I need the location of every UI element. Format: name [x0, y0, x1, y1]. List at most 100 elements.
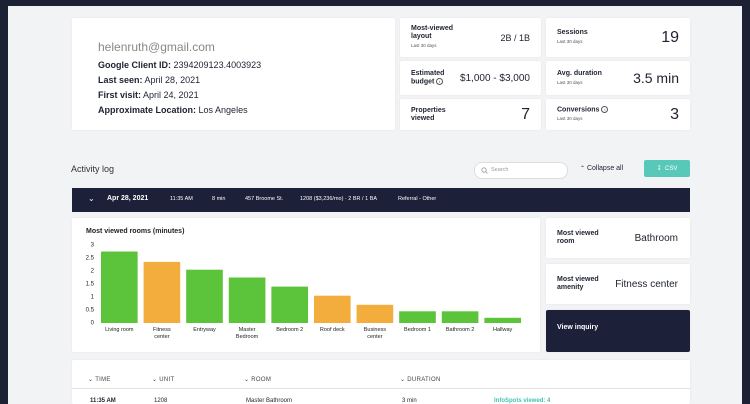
table-cell: 11:35 AM — [90, 398, 116, 404]
stat-name: Avg. duration — [557, 69, 602, 77]
bar — [399, 311, 436, 323]
column-title: UNIT — [159, 377, 175, 383]
y-tick-label: 0 — [91, 321, 95, 327]
sidebar-card: Most viewed amenity Fitness center — [546, 264, 690, 304]
y-tick-label: 0.5 — [86, 308, 95, 314]
sidebar-label: Most viewed amenity — [557, 276, 599, 291]
sidebar-card: Most viewed room Bathroom — [546, 218, 690, 258]
column-title: TIME — [95, 377, 111, 383]
table-cell: 1208 — [154, 398, 168, 404]
table-card — [72, 360, 690, 404]
y-tick-label: 3 — [91, 243, 95, 249]
stat-name: Properties viewed — [411, 106, 446, 122]
stat-label: Avg. duration Last 30 days — [557, 61, 611, 95]
profile-field: First visit: April 24, 2021 — [98, 88, 261, 103]
stat-sub: Last 30 days — [557, 79, 583, 85]
stat-card: Conversions i Last 30 days 3 — [546, 99, 690, 130]
sidebar-value: Bathroom — [634, 232, 678, 244]
search-icon — [481, 167, 488, 174]
stat-name: Most-viewed layout — [411, 25, 454, 40]
chart: Most viewed rooms (minutes) 0 0.5 1 1.5 2 2.5… — [86, 228, 522, 327]
stat-label-text: Sessions — [557, 29, 611, 37]
stat-label-text: Conversions i — [557, 105, 611, 114]
field-label: Last seen: — [98, 75, 143, 85]
stat-label-text: Estimated budget i — [411, 70, 465, 86]
profile-field: Approximate Location: Los Angeles — [98, 103, 261, 118]
chart-card: Most viewed rooms (minutes) 0 0.5 1 1.5 2 2.5… — [72, 218, 540, 352]
stat-sub: Last 30 days — [557, 116, 583, 122]
stat-label: Most-viewed layout Last 30 days — [411, 18, 465, 57]
bar — [143, 261, 181, 323]
activity-title: Activity log — [71, 164, 115, 174]
stat-card: Avg. duration Last 30 days 3.5 min — [546, 61, 690, 95]
x-tick-label: Master Bedroom — [235, 327, 259, 340]
bar — [271, 286, 309, 323]
sidebar-label: Most viewed room — [557, 230, 599, 245]
field-value: April 24, 2021 — [143, 90, 199, 100]
stat-value: 7 — [521, 105, 530, 123]
bar — [441, 311, 479, 323]
stat-label: Sessions Last 30 days — [557, 18, 611, 57]
chart-title: Most viewed rooms (minutes) — [86, 228, 184, 235]
x-tick-label: Bedroom 2 — [276, 327, 304, 333]
session-field: 457 Broome St. — [245, 196, 284, 202]
table-cell: InfoSpots viewed: 4 — [494, 398, 551, 404]
session-field: 11:35 AM — [170, 196, 193, 202]
sidebar-value: Fitness center — [615, 278, 678, 290]
inquiry-button[interactable]: View inquiry — [546, 310, 690, 352]
email: helenruth@gmail.com — [98, 40, 215, 54]
collapse-all[interactable]: ⌃ Collapse all — [580, 165, 624, 172]
stat-label: Conversions i Last 30 days — [557, 99, 611, 130]
profile-card: helenruth@gmail.com Google Client ID: 23… — [72, 18, 395, 130]
session-field: 1208 ($3,236/mo) · 2 BR / 1 BA — [300, 196, 378, 202]
y-tick-label: 2 — [91, 269, 95, 275]
csv-button[interactable]: ↧ CSV — [644, 160, 690, 177]
x-tick-label: Entryway — [193, 327, 216, 333]
collapse-text: Collapse all — [586, 165, 624, 172]
session-field: Referral - Other — [398, 196, 437, 202]
field-label: First visit: — [98, 90, 142, 100]
bar — [186, 269, 223, 323]
bar — [228, 277, 266, 323]
stat-value: 2B / 1B — [500, 32, 530, 43]
stat-sub: Last 30 days — [557, 39, 583, 44]
bar — [356, 304, 394, 323]
stat-label-text: Most-viewed layout — [411, 25, 465, 41]
stat-card: Sessions Last 30 days 19 — [546, 18, 690, 57]
column-title: ROOM — [251, 377, 272, 383]
x-tick-label: Living room — [105, 327, 134, 333]
column-header: ⌄ TIME — [88, 377, 111, 383]
column-title: DURATION — [407, 377, 441, 383]
search-box[interactable]: Search — [474, 162, 568, 179]
table-divider — [72, 388, 690, 389]
column-header: ⌄ DURATION — [400, 377, 441, 383]
column-header: ⌄ UNIT — [152, 377, 175, 383]
info-icon: i — [601, 105, 609, 113]
stat-label: Estimated budget i — [411, 61, 465, 95]
stat-card: Estimated budget i $1,000 - $3,000 — [400, 61, 541, 95]
bar — [313, 295, 351, 323]
field-label: Approximate Location: — [98, 105, 197, 115]
stat-sub: Last 30 days — [411, 43, 437, 48]
stat-value: 3 — [670, 105, 679, 123]
x-tick-label: Bedroom 1 — [404, 327, 431, 333]
stat-name: Sessions — [557, 29, 588, 36]
table-cell: Master Bathroom — [246, 398, 293, 404]
session-bar[interactable]: ⌄ Apr 28, 2021 11:35 AM 8 min 457 Broome St… — [72, 188, 690, 212]
bar — [484, 317, 522, 323]
x-tick-label: Bathroom 2 — [445, 327, 475, 333]
profile-field: Last seen: April 28, 2021 — [98, 73, 261, 88]
chevron: ⌄ — [88, 194, 95, 203]
csv-text: CSV — [665, 165, 678, 172]
field-value: 2394209123.4003923 — [173, 60, 262, 70]
stat-name: Conversions — [557, 106, 600, 114]
stat-card: Properties viewed 7 — [400, 99, 541, 130]
sidebar-label: View inquiry — [557, 324, 599, 331]
info-icon: i — [436, 77, 444, 85]
bar — [100, 251, 138, 323]
stat-name: Estimated budget — [411, 69, 445, 86]
y-tick-label: 1 — [91, 295, 95, 301]
table-cell: 3 min — [402, 398, 417, 404]
x-tick-label: Fitness center — [153, 327, 171, 340]
